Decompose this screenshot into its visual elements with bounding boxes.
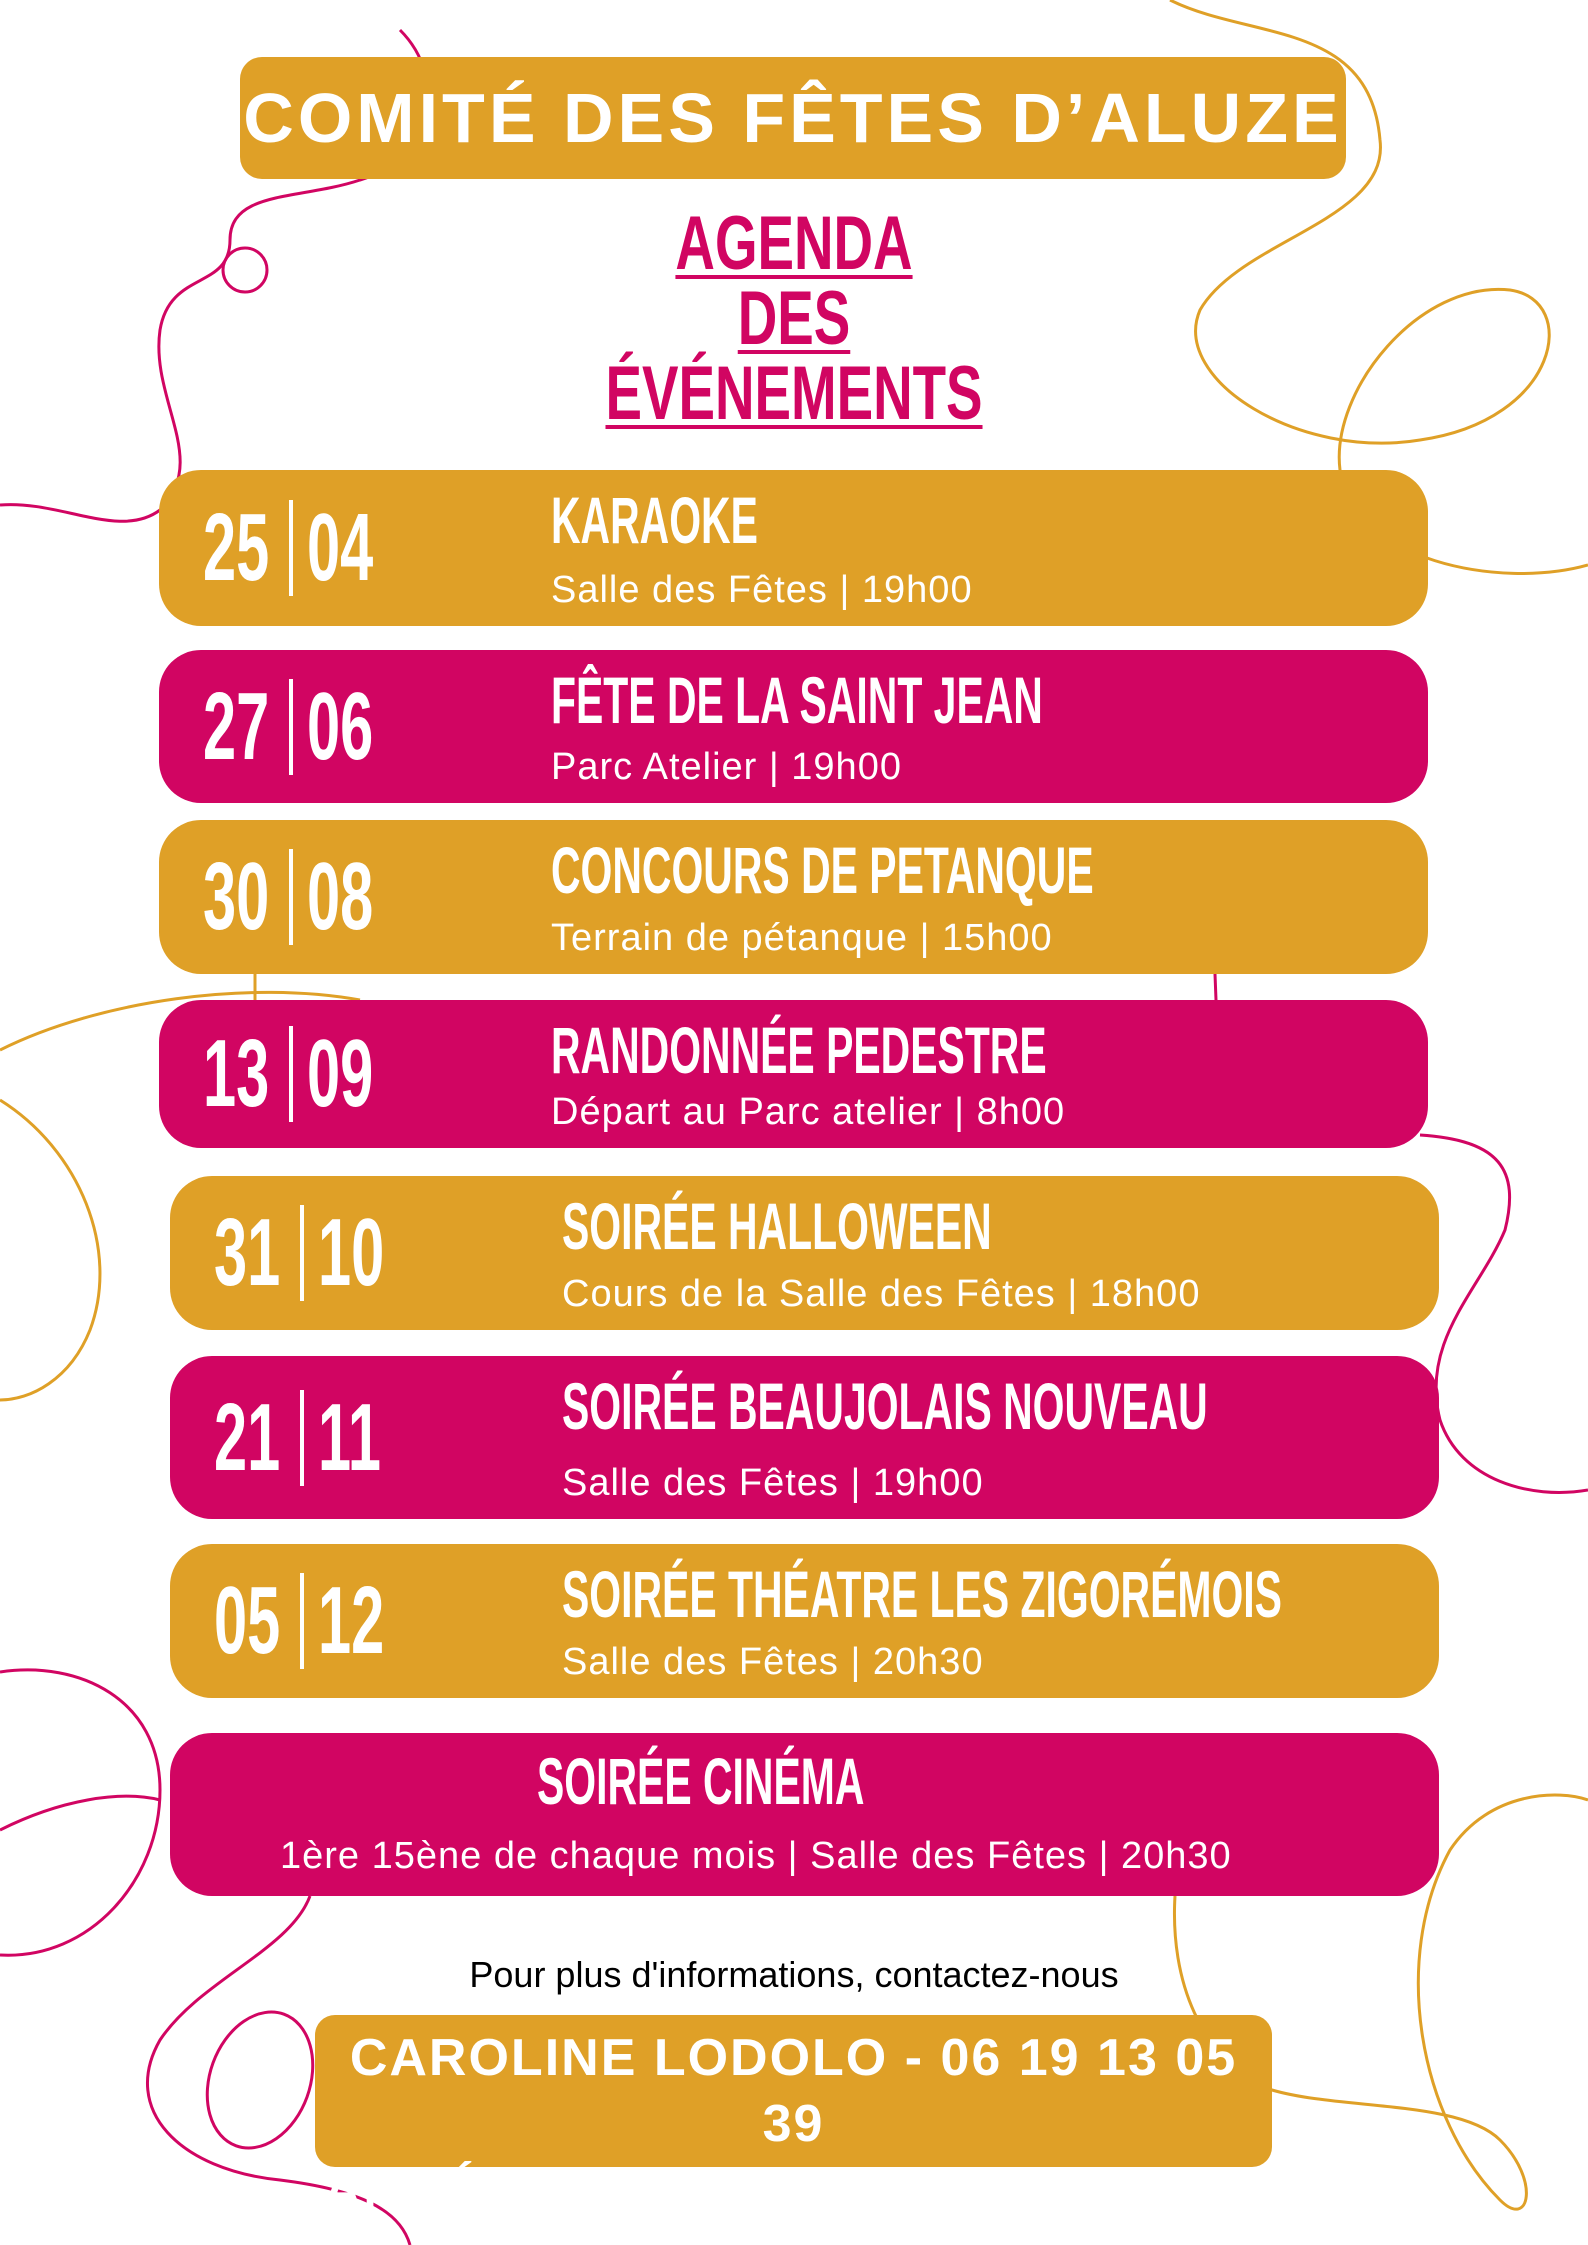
event-date: 25 04 [203,493,387,603]
event-date: 13 09 [203,1019,387,1129]
event-details: Départ au Parc atelier | 8h00 [551,1091,1066,1133]
event-row: 27 06 FÊTE DE LA SAINT JEAN Parc Atelier… [159,650,1428,803]
event-day: 05 [214,1567,281,1674]
event-details: Cours de la Salle des Fêtes | 18h00 [562,1273,1201,1315]
event-row: 30 08 CONCOURS DE PETANQUE Terrain de pé… [159,820,1428,974]
event-date: 05 12 [214,1566,398,1676]
event-details: Salle des Fêtes | 19h00 [562,1462,984,1504]
agenda-heading: AGENDA DES ÉVÉNEMENTS [0,201,1588,436]
event-date: 31 10 [214,1198,398,1308]
contact-line: ANGÉLIQUE RUFIN - 06 64 46 67 70 [323,2161,1264,2219]
pink-loop [221,246,269,294]
date-separator [289,500,293,596]
date-separator [289,678,293,775]
event-details: Salle des Fêtes | 20h30 [562,1641,984,1683]
event-month: 08 [307,843,374,950]
date-separator [300,1389,304,1486]
event-month: 06 [307,672,374,780]
contact-box: CAROLINE LODOLO - 06 19 13 05 39 ANGÉLIQ… [315,2015,1272,2219]
pink-tick [1213,973,1218,1001]
pink-curve-bottom-left [0,1668,412,2245]
event-row: 21 11 SOIRÉE BEAUJOLAIS NOUVEAU Salle de… [170,1356,1439,1519]
event-day: 30 [203,843,270,950]
event-month: 12 [318,1567,385,1674]
agenda-line: DES [737,276,851,361]
event-day: 21 [214,1383,281,1491]
event-details: Terrain de pétanque | 15h00 [551,917,1053,959]
event-month: 11 [318,1383,381,1491]
event-row: 25 04 KARAOKE Salle des Fêtes | 19h00 [159,470,1428,626]
event-month: 09 [307,1020,374,1127]
header-banner: COMITÉ DES FÊTES D’ALUZE [240,57,1346,179]
event-day: 31 [214,1199,281,1306]
event-title: SOIRÉE BEAUJOLAIS NOUVEAU [562,1369,1208,1443]
date-separator [300,1573,304,1669]
event-title: SOIRÉE CINÉMA [537,1744,865,1818]
date-separator [300,1205,304,1301]
contact-intro: Pour plus d'informations, contactez-nous [469,1954,1119,1995]
event-details: 1ère 15ène de chaque mois | Salle des Fê… [280,1835,1232,1877]
event-row-cinema: SOIRÉE CINÉMA 1ère 15ène de chaque mois … [170,1733,1439,1896]
pink-curve-right [1419,1133,1588,1494]
event-day: 13 [203,1020,270,1127]
date-separator [289,1026,293,1122]
event-title: SOIRÉE THÉATRE LES ZIGORÉMOIS [562,1557,1282,1631]
event-date: 27 06 [203,672,387,782]
event-row: 31 10 SOIRÉE HALLOWEEN Cours de la Salle… [170,1176,1439,1330]
event-date: 21 11 [214,1383,398,1493]
event-title: SOIRÉE HALLOWEEN [562,1189,992,1263]
contact-line: CAROLINE LODOLO - 06 19 13 05 39 [349,2029,1238,2153]
agenda-line: AGENDA [675,201,913,286]
gold-curve-left [0,970,361,1402]
pink-loop-bottom [205,2010,315,2150]
event-month: 10 [318,1199,385,1306]
date-separator [289,849,293,945]
event-title: CONCOURS DE PETANQUE [551,833,1094,907]
event-details: Salle des Fêtes | 19h00 [551,569,973,611]
event-month: 04 [307,494,374,601]
event-row: 13 09 RANDONNÉE PEDESTRE Départ au Parc … [159,1000,1428,1148]
agenda-line: ÉVÉNEMENTS [605,351,983,436]
event-title: FÊTE DE LA SAINT JEAN [551,663,1043,737]
event-title: RANDONNÉE PEDESTRE [551,1013,1047,1087]
page-title: COMITÉ DES FÊTES D’ALUZE [243,79,1343,157]
event-details: Parc Atelier | 19h00 [551,746,902,788]
event-day: 25 [203,494,270,601]
event-day: 27 [203,672,270,780]
event-title: KARAOKE [551,483,758,557]
event-row: 05 12 SOIRÉE THÉATRE LES ZIGORÉMOIS Sall… [170,1544,1439,1698]
event-date: 30 08 [203,842,387,952]
